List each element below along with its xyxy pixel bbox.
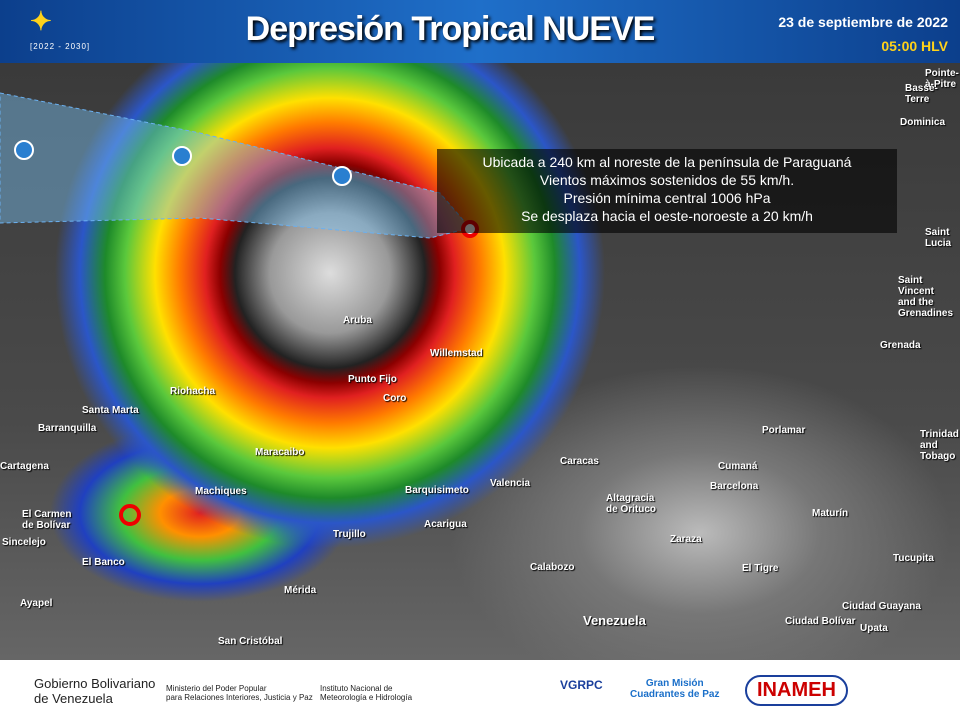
time: 05:00 HLV [881,38,948,54]
date: 23 de septiembre de 2022 [778,14,948,30]
map-label: Zaraza [670,534,702,545]
map-label: Saint Lucia [925,227,952,249]
map-label: San Cristóbal [218,636,283,647]
map-label: Pointe-à-Pitre [925,68,959,90]
map-label: Caracas [560,456,599,467]
map-label: Valencia [490,478,531,489]
logo-years: [2022 - 2030] [30,42,91,51]
map-label: Willemstad [430,348,483,359]
info-line: Vientos máximos sostenidos de 55 km/h. [539,172,795,188]
vgrpc: VGRPC [560,678,603,692]
footer: Gobierno Bolivariano de Venezuela Minist… [0,660,960,720]
map-label: El Banco [82,557,125,568]
map-label: Sincelejo [2,537,46,548]
gov-line2: de Venezuela [34,691,113,706]
map-label: El Carmen de Bolívar [22,509,72,531]
forecast-point [14,140,34,160]
map-label: Barcelona [710,481,759,492]
ministry: Ministerio del Poder Popular para Relaci… [166,684,313,702]
map-label: Maracaibo [255,447,305,458]
map-label: Ciudad Bolívar [785,616,856,627]
map-label: Maturín [812,508,849,519]
map-label: Coro [383,393,407,404]
info-line: Presión mínima central 1006 hPa [563,190,771,206]
map-label: Trujillo [333,529,366,540]
info-box: Ubicada a 240 km al noreste de la peníns… [437,149,897,233]
storm-symbol [119,504,141,526]
map-label: Ayapel [20,598,53,609]
satellite-map: Ubicada a 240 km al noreste de la peníns… [0,63,960,660]
mission: Gran Misión Cuadrantes de Paz [630,678,720,700]
map-label: Santa Marta [82,405,139,416]
map-label: Cumaná [718,461,758,472]
map-label: Mérida [284,585,317,596]
map-label: Upata [860,623,888,634]
header: ✦ [2022 - 2030] Depresión Tropical NUEVE… [0,0,960,63]
map-label: Aruba [343,315,372,326]
institute: Instituto Nacional de Meteorología e Hid… [320,684,413,702]
gov-line1: Gobierno Bolivariano [34,676,156,691]
map-label: Grenada [880,340,921,351]
map-label: Acarigua [424,519,467,530]
map-label: Saint Vincent and the Grenadines [898,275,954,319]
map-label: Barranquilla [38,423,97,434]
map-label: Cartagena [0,461,49,472]
map-label: Basse-Terre [905,83,938,105]
inameh: INAMEH [745,675,848,706]
map-label: Machiques [195,486,247,497]
map-label: Porlamar [762,425,806,436]
info-line: Se desplaza hacia el oeste-noroeste a 20… [521,208,813,224]
info-line: Ubicada a 240 km al noreste de la peníns… [482,154,852,170]
map-label: Venezuela [583,613,646,628]
map-label: Altagracia de Orituco [606,493,657,515]
forecast-cone [0,92,471,239]
map-label: Barquisimeto [405,485,469,496]
title: Depresión Tropical NUEVE [245,10,656,48]
map-label: Dominica [900,117,946,128]
forecast-point [172,146,192,166]
map-label: Riohacha [170,386,216,397]
map-label: Punto Fijo [348,374,397,385]
forecast-point [332,166,352,186]
logo: ✦ [30,6,52,36]
map-label: Trinidad and Tobago [920,429,959,462]
map-label: Calabozo [530,562,575,573]
map-label: Tucupita [893,553,934,564]
map-label: Ciudad Guayana [842,601,921,612]
map-label: El Tigre [742,563,779,574]
